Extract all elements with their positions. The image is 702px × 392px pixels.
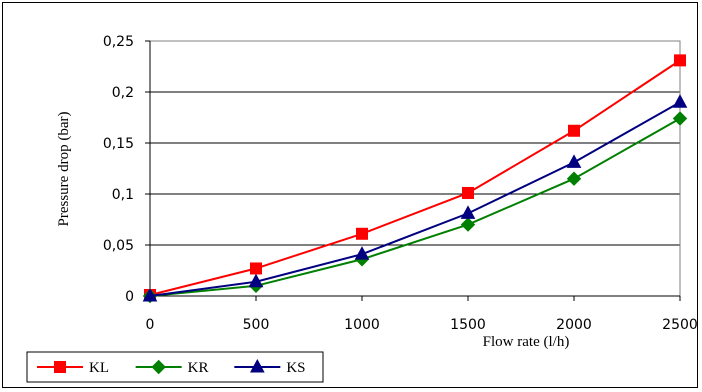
data-point-kl bbox=[250, 262, 262, 275]
y-axis-label: Pressure drop (bar) bbox=[56, 112, 72, 227]
data-point-kl bbox=[568, 124, 580, 137]
y-axis: 0 0,05 0,1 0,15 0,2 0,25 bbox=[103, 34, 151, 305]
legend-marker-kl bbox=[54, 361, 66, 373]
y-tick-label: 0,1 bbox=[112, 187, 134, 203]
x-tick-label: 500 bbox=[243, 317, 270, 333]
legend: KL KR KS bbox=[26, 351, 324, 383]
y-tick-label: 0,15 bbox=[103, 136, 134, 152]
x-axis: 0 500 1000 1500 2000 2500 bbox=[146, 295, 698, 333]
data-point-ks bbox=[354, 246, 370, 260]
chart-frame bbox=[2, 2, 698, 388]
data-point-kr bbox=[460, 217, 476, 232]
legend-marker-ks bbox=[249, 358, 265, 373]
y-tick-label: 0,05 bbox=[103, 238, 134, 254]
data-point-kl bbox=[462, 186, 474, 199]
series-line-kr bbox=[149, 117, 681, 297]
y-tick-label: 0,2 bbox=[112, 85, 134, 101]
series-line-kl bbox=[149, 59, 681, 296]
data-point-ks bbox=[142, 287, 158, 302]
legend-label-kl: KL bbox=[89, 360, 109, 376]
data-point-ks bbox=[566, 154, 582, 168]
x-tick-label: 1000 bbox=[344, 317, 380, 333]
data-point-ks bbox=[672, 94, 688, 108]
series-ks bbox=[142, 94, 688, 302]
x-tick-label: 1500 bbox=[450, 317, 486, 333]
y-tick-label: 0,25 bbox=[103, 34, 134, 50]
series-line-ks bbox=[149, 101, 681, 297]
x-tick-label: 2000 bbox=[556, 317, 592, 333]
series-layer bbox=[142, 54, 688, 304]
legend-label-kr: KR bbox=[188, 360, 209, 376]
data-point-kl bbox=[674, 54, 686, 67]
data-point-kl bbox=[356, 227, 368, 240]
data-point-ks bbox=[460, 205, 476, 219]
data-point-kr bbox=[566, 171, 582, 186]
data-point-kr bbox=[672, 111, 688, 126]
x-tick-label: 0 bbox=[146, 317, 155, 333]
plot-area bbox=[149, 40, 681, 297]
series-kr bbox=[142, 111, 688, 304]
x-tick-label: 2500 bbox=[662, 317, 698, 333]
x-axis-label: Flow rate (l/h) bbox=[483, 334, 570, 350]
legend-label-ks: KS bbox=[286, 360, 305, 376]
legend-marker-kr bbox=[151, 359, 166, 375]
data-point-ks bbox=[248, 273, 264, 288]
y-tick-label: 0 bbox=[125, 289, 134, 305]
